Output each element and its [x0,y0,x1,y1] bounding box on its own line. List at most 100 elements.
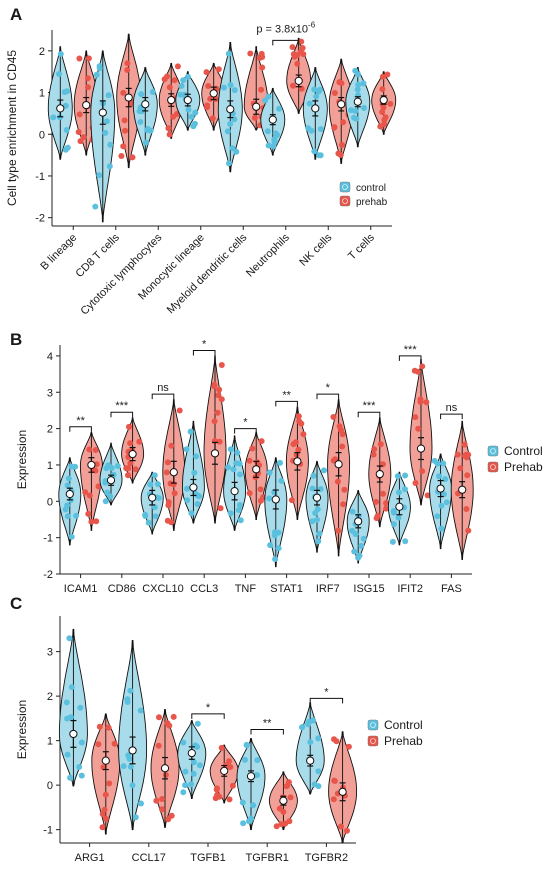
x-tick-label: T cells [346,231,377,262]
data-point-prehab [226,796,233,803]
data-point-prehab [159,806,165,813]
data-point-control [68,463,75,470]
data-point-prehab [100,764,107,771]
data-point-prehab [340,501,347,508]
data-point-control [265,142,272,149]
mean-marker [226,105,235,114]
y-axis-label: Expression [15,700,29,759]
data-point-prehab [330,796,337,803]
mean-marker [106,476,116,485]
data-point-control [194,501,201,507]
data-point-prehab [299,45,306,51]
data-point-control [351,114,357,121]
data-point-prehab [294,60,301,67]
data-point-control [184,485,190,492]
data-point-control [194,743,201,750]
legend-label: control [356,183,386,194]
data-point-control [402,472,409,479]
data-point-prehab [247,50,254,57]
data-point-control [145,519,152,526]
data-point-control [226,160,232,167]
data-point-prehab [103,815,109,822]
data-point-prehab [170,713,177,720]
significance-label: p = 3.8x10-6 [256,20,315,35]
data-point-prehab [85,510,92,517]
x-tick-label: TGFBR1 [245,852,288,864]
data-point-control [390,521,397,528]
data-point-control [187,428,194,435]
data-point-control [274,132,281,138]
data-point-control [185,73,191,80]
data-point-control [56,71,62,77]
data-point-control [103,465,110,472]
significance-bracket [191,713,225,719]
data-point-control [196,762,203,769]
data-point-control [188,510,195,517]
data-point-control [315,783,322,790]
significance-bracket [234,428,257,434]
data-point-control [107,493,114,500]
x-tick-label: ICAM1 [64,583,98,595]
data-point-control [316,530,323,537]
data-point-control [61,89,68,96]
data-point-control [62,102,69,109]
y-tick-label: 0 [47,780,53,792]
data-point-prehab [259,64,266,71]
mean-marker [293,457,302,466]
y-tick-label: 4 [47,351,53,363]
data-point-prehab [123,465,130,472]
legend-dot [370,722,376,728]
data-point-control [77,704,84,711]
data-point-prehab [164,720,171,727]
data-point-prehab [417,399,424,405]
data-point-prehab [207,95,214,102]
data-point-control [221,84,227,91]
data-point-control [354,86,361,93]
y-tick-label: 3 [47,387,53,399]
data-point-prehab [419,468,426,475]
data-point-prehab [371,446,378,453]
data-point-control [57,51,64,57]
data-point-control [151,472,158,479]
data-point-prehab [156,714,162,721]
data-point-prehab [215,66,222,73]
mean-marker [379,95,388,105]
data-point-control [120,763,127,770]
legend-label: Prehab [504,460,543,474]
data-point-control [124,699,131,705]
data-point-prehab [168,442,175,449]
legend-dot [342,184,348,190]
data-point-prehab [377,441,384,448]
data-point-control [310,472,317,479]
data-point-prehab [414,368,421,375]
data-point-control [355,81,362,88]
data-point-control [317,486,324,492]
mean-marker [353,97,362,106]
data-point-control [181,91,188,98]
data-point-control [352,108,359,114]
data-point-prehab [251,114,258,121]
data-point-prehab [412,414,419,421]
data-point-control [188,781,195,788]
data-point-control [142,513,149,519]
data-point-prehab [162,772,169,778]
data-point-prehab [96,723,103,730]
significance-label: * [202,338,207,350]
legend-dot [490,448,496,454]
data-point-prehab [415,425,422,432]
y-tick-label: 0 [47,496,53,508]
data-point-prehab [122,127,129,134]
data-point-control [76,764,83,770]
data-point-prehab [120,143,127,150]
data-point-control [64,144,71,151]
x-tick-label: CCL17 [132,852,166,864]
data-point-control [312,510,319,516]
significance-label: * [324,686,329,698]
data-point-control [129,782,136,789]
data-point-prehab [300,431,307,438]
data-point-control [127,763,134,770]
significance-label: ns [157,382,169,394]
data-point-control [443,499,450,506]
data-point-control [138,91,145,98]
